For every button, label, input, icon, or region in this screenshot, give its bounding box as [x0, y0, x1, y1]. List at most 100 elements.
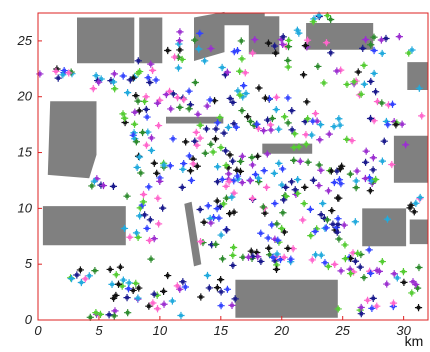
scatter-point-560	[410, 208, 418, 216]
y-tick-label-0: 0	[25, 312, 33, 327]
scatter-point-170	[211, 135, 220, 143]
scatter-point-213	[313, 117, 321, 125]
scatter-point-436	[239, 253, 247, 261]
scatter-point-45	[264, 39, 273, 47]
scatter-point-98	[408, 46, 416, 54]
scatter-point-330	[352, 177, 360, 185]
scatter-point-290	[251, 170, 260, 179]
scatter-point-448	[257, 257, 265, 266]
scatter-point-83	[310, 15, 318, 23]
obstacle-block-9	[166, 116, 224, 124]
scatter-point-153	[220, 129, 228, 137]
scatter-point-232	[384, 101, 393, 109]
scatter-point-296	[225, 178, 233, 186]
scatter-point-558	[407, 201, 415, 209]
scatter-point-294	[238, 178, 246, 187]
scatter-point-140	[169, 90, 177, 98]
scatter-point-193	[224, 123, 232, 132]
scatter-point-288	[248, 161, 257, 169]
scatter-point-276	[248, 194, 257, 203]
scatter-point-212	[260, 127, 268, 135]
scatter-point-102	[320, 79, 328, 87]
scatter-point-74	[395, 33, 403, 41]
scatter-point-339	[353, 167, 361, 175]
scatter-point-94	[343, 80, 351, 89]
scatter-point-246	[388, 100, 397, 108]
scatter-point-453	[357, 250, 365, 259]
scatter-point-279	[222, 182, 230, 190]
scatter-point-336	[365, 174, 374, 182]
scatter-point-51	[233, 46, 242, 55]
scatter-point-540	[217, 288, 225, 296]
scatter-point-10	[54, 74, 62, 82]
scatter-point-35	[176, 28, 184, 36]
scatter-point-198	[232, 123, 240, 131]
scatter-point-228	[311, 109, 320, 118]
scatter-point-393	[294, 175, 302, 184]
scatter-point-497	[67, 274, 76, 283]
scatter-point-357	[132, 229, 141, 237]
scatter-point-532	[145, 302, 153, 310]
scatter-point-284	[225, 170, 233, 178]
scatter-point-287	[233, 172, 242, 180]
scatter-point-313	[294, 189, 302, 198]
scatter-point-106	[314, 62, 322, 71]
scatter-point-141	[89, 85, 97, 93]
scatter-point-489	[400, 278, 408, 286]
scatter-point-326	[369, 177, 377, 186]
scatter-point-49	[249, 49, 257, 57]
scatter-point-5	[36, 70, 44, 78]
scatter-point-406	[257, 229, 265, 237]
scatter-point-550	[368, 304, 376, 312]
scatter-point-533	[168, 297, 176, 305]
scatter-point-64	[322, 39, 331, 47]
scatter-point-263	[156, 177, 164, 185]
scatter-point-394	[261, 209, 269, 217]
scatter-point-297	[296, 157, 304, 165]
scatter-point-47	[241, 69, 249, 77]
scatter-point-160	[213, 119, 222, 127]
scatter-point-395	[264, 234, 272, 242]
scatter-point-553	[357, 310, 365, 318]
scatter-point-20	[144, 74, 152, 82]
scatter-point-75	[382, 34, 390, 43]
scatter-point-376	[208, 241, 216, 249]
scatter-point-537	[92, 309, 100, 317]
scatter-point-309	[324, 187, 333, 195]
scatter-point-505	[119, 276, 127, 284]
scatter-point-348	[109, 182, 118, 190]
scatter-point-24	[134, 69, 142, 77]
scatter-point-188	[265, 95, 274, 103]
scatter-point-528	[177, 311, 185, 320]
scatter-point-467	[356, 263, 364, 271]
scatter-point-53	[237, 37, 245, 45]
scatter-point-510	[114, 280, 123, 288]
scatter-point-175	[185, 105, 193, 113]
scatter-point-174	[217, 143, 225, 152]
scatter-point-541	[205, 284, 213, 292]
scatter-point-424	[307, 231, 315, 240]
scatter-point-41	[170, 53, 179, 61]
scatter-point-531	[164, 271, 172, 280]
scatter-point-454	[249, 252, 257, 260]
scatter-point-381	[212, 240, 220, 248]
scatter-point-343	[93, 175, 101, 183]
scatter-point-32	[174, 64, 183, 72]
scatter-point-412	[278, 224, 286, 233]
scatter-point-476	[346, 269, 355, 278]
scatter-point-377	[200, 218, 208, 226]
scatter-point-428	[333, 228, 341, 236]
scatter-point-338	[369, 154, 377, 162]
scatter-point-548	[369, 294, 377, 302]
scatter-point-190	[226, 94, 234, 103]
scatter-point-115	[121, 114, 129, 122]
scatter-point-547	[217, 276, 225, 284]
obstacle-block-13	[362, 208, 407, 247]
scatter-point-178	[196, 121, 204, 129]
scatter-point-407	[280, 228, 288, 236]
scatter-point-475	[349, 268, 358, 276]
x-tick-label-0: 0	[34, 323, 42, 338]
scatter-point-527	[150, 290, 158, 298]
scatter-point-77	[367, 41, 375, 49]
